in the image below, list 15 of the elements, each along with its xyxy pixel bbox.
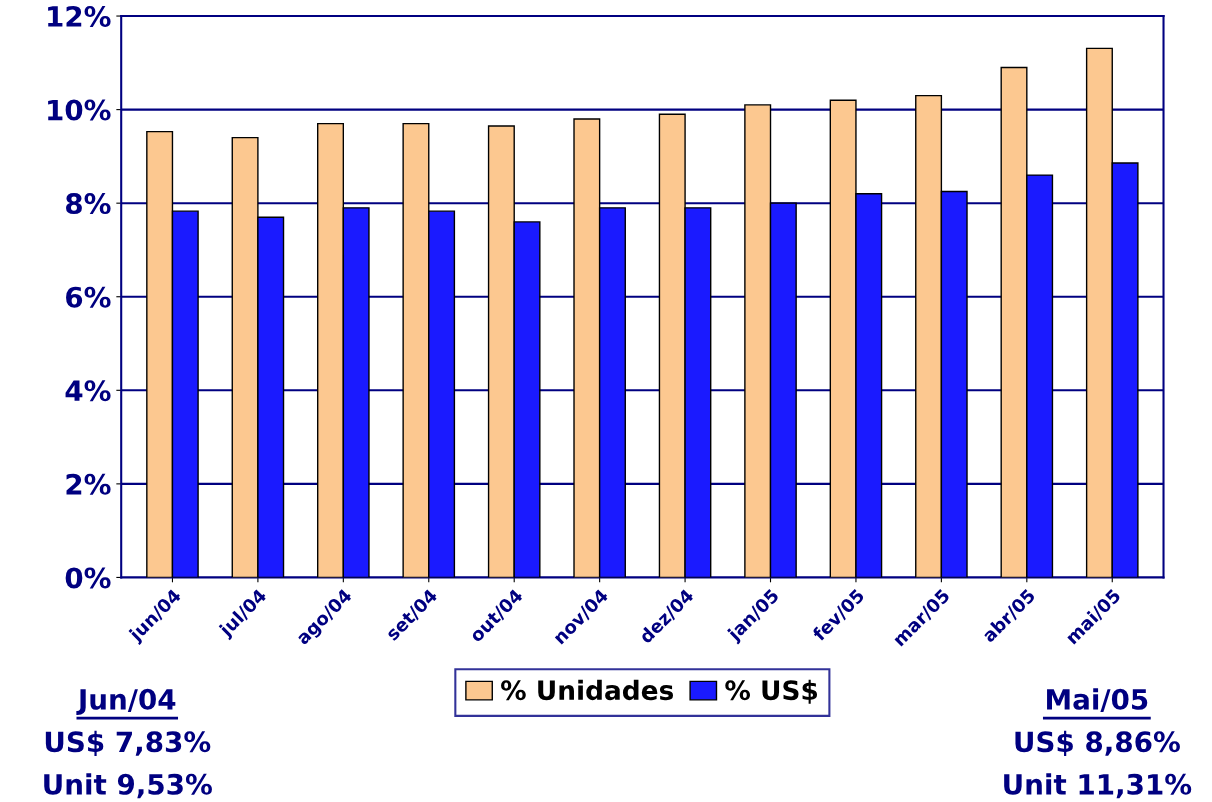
text: Mai/05 — [1047, 688, 1148, 712]
y-tick-label: 2% — [66, 473, 111, 495]
y-tick-label: 8% — [66, 193, 111, 215]
legend-label: % US$ — [725, 679, 818, 704]
text: Unit 9,53% — [44, 773, 212, 799]
text: US$ 8,86% — [1015, 730, 1180, 757]
y-tick-label: 10% — [48, 99, 111, 121]
legend-label: % Unidades — [501, 679, 674, 701]
text: US$ 7,83% — [45, 730, 211, 757]
y-tick-label: 12% — [48, 5, 111, 27]
text: Jun/04 — [76, 688, 176, 715]
y-tick-label: 0% — [65, 567, 111, 589]
y-tick-label: 4% — [65, 380, 111, 402]
text: Unit 11,31% — [1004, 773, 1192, 799]
y-tick-label: 6% — [66, 286, 111, 308]
